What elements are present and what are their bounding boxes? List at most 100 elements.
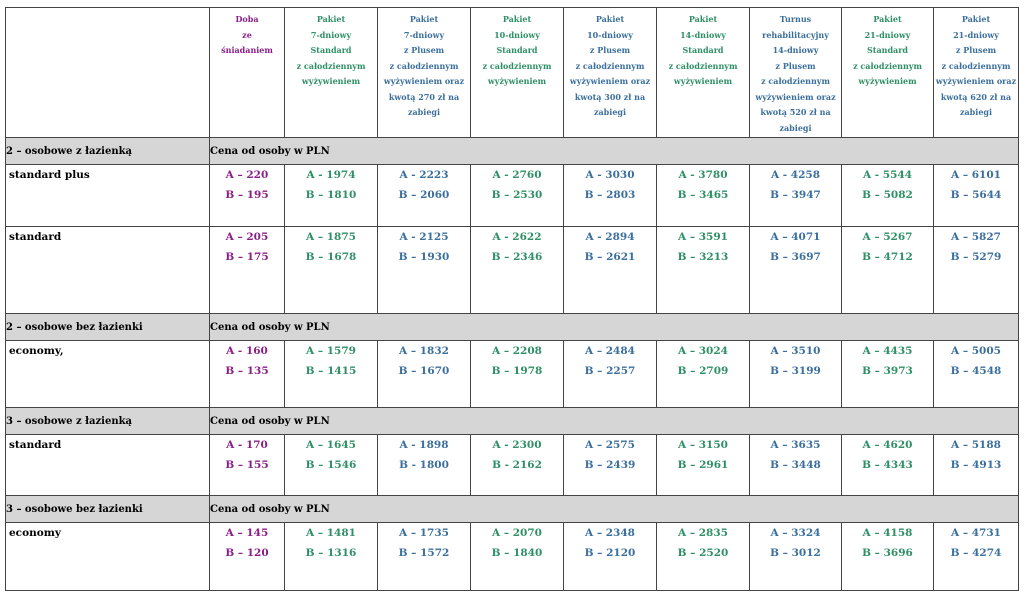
price-b: B – 2961: [677, 459, 729, 471]
section-price-note: Cena od osoby w PLN: [209, 137, 1019, 165]
column-header-line: z Plusem: [955, 45, 997, 55]
price-cell: A - 1898 B - 1800: [377, 434, 471, 496]
column-header-line: Standard: [682, 45, 724, 55]
column-header-line: 7-dniowy: [310, 29, 352, 40]
price-cell: A – 4071 B – 3697: [749, 226, 842, 314]
column-header-line: Pakiet: [502, 14, 532, 24]
price-a: A – 4435: [862, 345, 913, 357]
price-cell: A - 2223 B – 2060: [377, 164, 471, 227]
price-b: B - 2162: [492, 459, 542, 471]
price-cell: A – 3024 B – 2709: [656, 340, 750, 408]
price-a: A – 3510: [770, 345, 821, 357]
price-cell: A - 2125 B – 1930: [377, 226, 471, 314]
column-header: Pakiet 10-dniowy z Plusem z całodziennym wyż…: [563, 7, 657, 138]
corner-cell: [5, 7, 210, 138]
price-cell: A – 2835 B – 2520: [656, 522, 750, 591]
price-a: A - 170: [226, 439, 268, 451]
price-a: A – 145: [225, 527, 269, 539]
room-type: standard plus: [5, 164, 210, 227]
section-label: 2 – osobowe z łazienką: [5, 137, 210, 165]
room-row: economy, A - 160 B – 135 A – 1579 B – 1415 A …: [5, 340, 1019, 408]
price-cell: A – 2208 B – 1978: [470, 340, 564, 408]
price-cell: A – 3324 B – 3012: [749, 522, 842, 591]
price-cell: A – 1579 B – 1415: [284, 340, 378, 408]
price-b: B – 2439: [584, 459, 636, 471]
room-row: standard A – 205 B – 175 A – 1875 B – 1678 A …: [5, 226, 1019, 314]
price-a: A – 3324: [770, 527, 821, 539]
price-cell: A – 4435 B – 3973: [841, 340, 934, 408]
price-a: A – 4158: [862, 527, 913, 539]
price-cell: A - 2622 B – 2346: [470, 226, 564, 314]
price-a: A – 220: [225, 169, 269, 181]
column-header-line: z Plusem: [775, 60, 816, 71]
column-header-line: kwotą 620 zł na: [940, 91, 1012, 102]
column-header-line: z Plusem: [403, 45, 445, 55]
price-cell: A – 3591 B – 3213: [656, 226, 750, 314]
column-header: Pakiet 7-dniowy z Plusem z całodziennym wyży…: [377, 7, 471, 138]
column-header: Doba ze śniadaniem: [209, 7, 285, 138]
column-header-line: Doba: [235, 14, 259, 24]
price-b: B – 155: [225, 459, 269, 471]
price-a: A – 2575: [585, 439, 635, 451]
price-cell: A – 4158 B – 3696: [841, 522, 934, 591]
column-header-line: ze: [242, 29, 252, 40]
column-header: Pakiet 21-dniowy z Plusem z całodziennym wyż…: [933, 7, 1019, 138]
price-b: B – 195: [225, 189, 269, 201]
section-price-note: Cena od osoby w PLN: [209, 407, 1019, 435]
price-a: A – 2484: [585, 345, 635, 357]
price-a: A - 1974: [306, 169, 356, 181]
column-header-line: wyżywieniem: [487, 76, 547, 86]
price-cell: A – 220 B – 195: [209, 164, 285, 227]
price-cell: A – 1875 B – 1678: [284, 226, 378, 314]
column-header-line: 14-dniowy: [680, 29, 726, 40]
price-cell: A – 3150 B – 2961: [656, 434, 750, 496]
section-label: 3 – osobowe z łazienką: [5, 407, 210, 435]
column-header-line: kwotą 270 zł na: [388, 91, 460, 102]
price-b: B – 3012: [770, 547, 821, 559]
price-cell: A - 160 B – 135: [209, 340, 285, 408]
price-cell: A – 2575 B – 2439: [563, 434, 657, 496]
column-header-line: 21-dniowy: [864, 29, 911, 40]
price-b: B – 1572: [398, 547, 450, 559]
price-b: B – 4913: [950, 459, 1002, 471]
price-a: A – 2208: [492, 345, 542, 357]
price-b: B – 5082: [862, 189, 913, 201]
price-a: A – 1645: [306, 439, 356, 451]
column-header-line: Pakiet: [688, 14, 718, 24]
price-b: B – 3213: [677, 251, 729, 263]
column-header-line: wyżywieniem oraz: [569, 76, 651, 86]
price-b: B – 2803: [584, 189, 636, 201]
price-a: A - 2894: [585, 231, 635, 243]
price-b: B – 3697: [770, 251, 821, 263]
price-cell: A – 3635 B – 3448: [749, 434, 842, 496]
price-b: B – 5279: [950, 251, 1002, 263]
price-b: B – 5644: [950, 189, 1002, 201]
price-b: B – 3448: [770, 459, 821, 471]
column-header: Pakiet 14-dniowy Standard z całodziennym wyż…: [656, 7, 750, 138]
column-header-line: wyżywieniem oraz: [935, 76, 1017, 86]
price-cell: A – 2070 B – 1840: [470, 522, 564, 591]
column-header-line: Pakiet: [595, 14, 625, 24]
price-a: A – 205: [225, 231, 269, 243]
price-cell: A – 2484 B – 2257: [563, 340, 657, 408]
room-row: economy A – 145 B – 120 A – 1481 B – 1316 A –…: [5, 522, 1019, 591]
column-header-line: zabiegi: [779, 122, 812, 133]
price-a: A - 3780: [678, 169, 728, 181]
column-header-line: Pakiet: [961, 14, 991, 24]
column-header-line: rehabilitacyjny: [762, 29, 829, 40]
price-cell: A – 5827 B – 5279: [933, 226, 1019, 314]
price-b: B – 175: [225, 251, 269, 263]
price-cell: A – 4731 B – 4274: [933, 522, 1019, 591]
price-cell: A – 2348 B – 2120: [563, 522, 657, 591]
price-cell: A - 2760 B – 2530: [470, 164, 564, 227]
price-cell: A - 170 B – 155: [209, 434, 285, 496]
price-b: B – 1840: [491, 547, 543, 559]
price-b: B – 2530: [491, 189, 543, 201]
price-cell: A - 3030 B – 2803: [563, 164, 657, 227]
column-header-line: wyżywieniem oraz: [755, 91, 836, 102]
price-cell: A - 4258 B – 3947: [749, 164, 842, 227]
column-header-line: wyżywieniem oraz: [383, 76, 465, 86]
price-b: B – 1978: [491, 365, 543, 377]
column-header-line: Turnus: [779, 14, 812, 24]
price-cell: A – 1481 B – 1316: [284, 522, 378, 591]
